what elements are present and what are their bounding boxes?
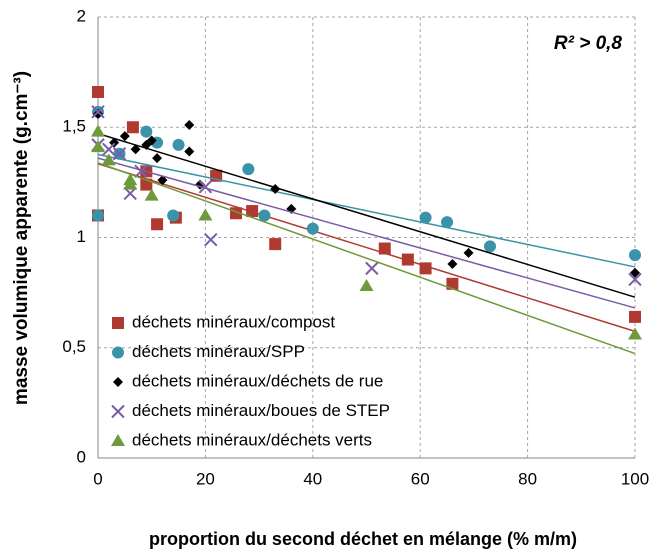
marker <box>167 209 180 222</box>
marker <box>628 327 642 340</box>
marker <box>130 144 141 155</box>
y-tick-label: 1,5 <box>62 117 86 136</box>
legend-label: déchets minéraux/déchets verts <box>132 430 372 449</box>
marker <box>419 211 432 224</box>
legend-label: déchets minéraux/compost <box>132 312 335 331</box>
legend-label: déchets minéraux/SPP <box>132 342 305 361</box>
marker <box>134 164 148 179</box>
legend-marker <box>111 434 125 446</box>
marker <box>447 258 458 269</box>
marker <box>419 262 432 275</box>
marker <box>198 208 213 221</box>
marker <box>484 240 497 253</box>
y-axis-label: masse volumique apparente (g.cm⁻³) <box>11 71 32 405</box>
marker <box>93 109 103 120</box>
marker <box>365 261 379 276</box>
marker <box>242 163 255 176</box>
marker <box>91 105 105 119</box>
marker <box>378 242 391 255</box>
marker <box>151 218 164 231</box>
marker <box>91 124 105 137</box>
marker <box>359 279 374 292</box>
marker <box>184 146 195 157</box>
y-tick-label: 0,5 <box>62 337 86 356</box>
trendline <box>97 132 636 298</box>
marker <box>123 173 138 186</box>
marker <box>126 121 139 134</box>
marker <box>246 205 259 218</box>
marker <box>401 253 414 266</box>
trendline <box>97 163 636 333</box>
x-tick-label: 20 <box>196 469 215 488</box>
marker <box>628 272 642 287</box>
marker <box>198 180 213 194</box>
marker <box>152 153 163 164</box>
marker <box>119 131 130 142</box>
annotation: R² > 0,8 <box>554 33 623 54</box>
trendline <box>97 157 636 309</box>
legend-label: déchets minéraux/boues de STEP <box>132 401 390 420</box>
marker <box>463 247 474 258</box>
legend-marker <box>113 377 123 387</box>
x-axis-label: proportion du second déchet en mélange (… <box>149 529 577 549</box>
marker <box>258 209 271 222</box>
y-tick-label: 1 <box>77 227 86 246</box>
marker <box>441 216 454 229</box>
y-tick-label: 2 <box>77 6 86 25</box>
legend-marker <box>112 346 124 359</box>
trendline <box>97 162 636 355</box>
x-tick-label: 40 <box>303 469 322 488</box>
marker <box>92 209 104 222</box>
marker <box>101 153 116 166</box>
marker <box>112 147 127 161</box>
legend-marker <box>112 317 124 329</box>
marker <box>629 310 641 323</box>
marker <box>270 183 281 194</box>
y-tick-label: 0 <box>77 447 86 466</box>
marker <box>92 85 104 98</box>
marker <box>91 140 105 153</box>
marker <box>446 277 459 290</box>
legend-label: déchets minéraux/déchets de rue <box>132 371 383 390</box>
marker <box>146 135 157 146</box>
marker <box>630 267 640 278</box>
x-tick-label: 60 <box>411 469 430 488</box>
marker <box>140 125 153 138</box>
marker <box>184 120 195 131</box>
x-tick-label: 0 <box>93 469 102 488</box>
marker <box>204 232 218 247</box>
marker <box>269 238 282 251</box>
legend-marker <box>111 404 125 419</box>
marker <box>306 222 319 235</box>
marker <box>629 249 641 262</box>
marker <box>144 188 159 201</box>
x-tick-label: 80 <box>518 469 537 488</box>
x-tick-label: 100 <box>621 469 649 488</box>
marker <box>172 138 185 151</box>
marker <box>157 175 168 186</box>
marker <box>102 142 116 157</box>
trendline <box>97 153 636 268</box>
